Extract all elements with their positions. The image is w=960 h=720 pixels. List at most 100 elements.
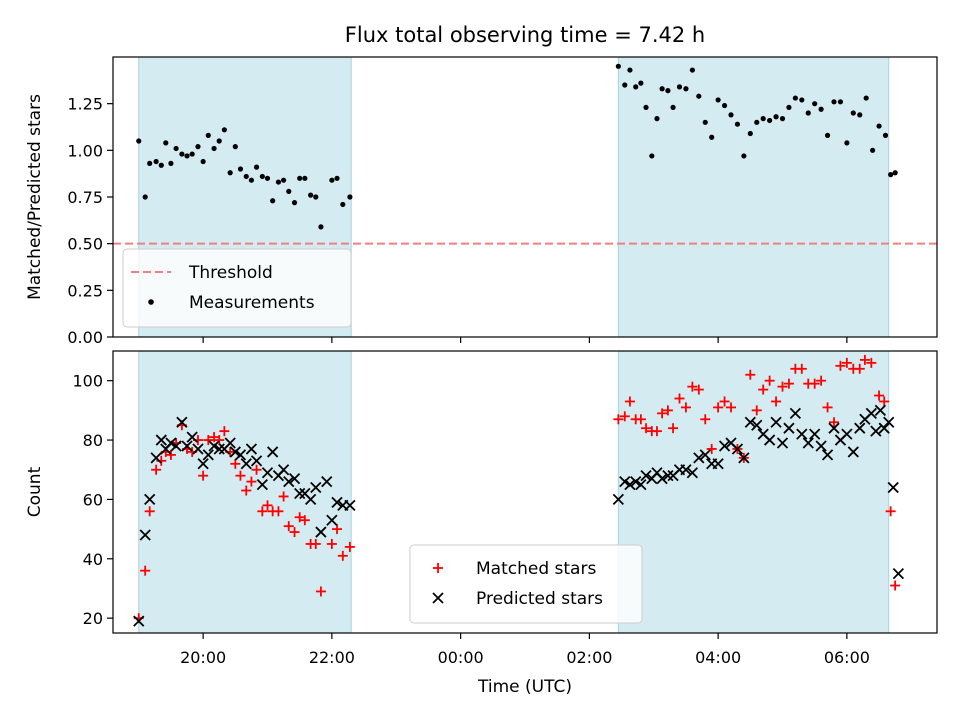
matched-star-point	[822, 402, 833, 413]
measurement-point	[792, 95, 798, 101]
y-tick-label: 0.00	[67, 328, 103, 347]
matched-star-point	[687, 381, 698, 392]
matched-star-point	[235, 470, 246, 481]
matched-star-point	[866, 357, 877, 368]
y-tick-label: 1.00	[67, 141, 103, 160]
measurement-point	[888, 172, 894, 178]
predicted-star-point	[731, 443, 744, 455]
predicted-star-point	[197, 458, 209, 470]
cross-b	[699, 449, 711, 461]
cross-b	[321, 475, 333, 488]
legend-box	[409, 544, 643, 624]
legend: Matched stars Predicted stars	[409, 544, 643, 624]
cross-b	[310, 481, 322, 494]
measurement-point	[670, 104, 676, 110]
matched-star-point	[859, 354, 870, 365]
cross-b	[870, 425, 882, 437]
cross-b	[763, 434, 776, 446]
matched-star-point	[835, 360, 846, 371]
predicted-star-point	[186, 431, 198, 443]
matched-star-point	[241, 485, 252, 496]
chart-title: Flux total observing time = 7.42 h	[345, 23, 705, 47]
measurement-point	[643, 104, 649, 110]
measurement-point	[876, 123, 882, 129]
cross-b	[656, 473, 668, 485]
cross-b	[874, 404, 886, 417]
measurement-point	[779, 116, 786, 122]
measurement-point	[302, 175, 308, 181]
measurement-point	[786, 104, 792, 110]
y-tick-label: 0.75	[67, 188, 103, 207]
x-tick-label: 04:00	[695, 648, 741, 667]
legend-box	[122, 248, 352, 328]
measurement-point	[291, 200, 298, 206]
cross-b	[744, 416, 756, 428]
matched-star-point	[662, 405, 673, 416]
matched-star-point	[641, 423, 652, 434]
predicted-star-point	[267, 446, 279, 458]
matched-star-point	[657, 408, 668, 419]
predicted-star-point	[883, 416, 895, 428]
predicted-star-point	[635, 478, 647, 491]
cross-b	[283, 475, 295, 488]
predicted-star-point	[234, 449, 247, 461]
measurement-point	[824, 132, 831, 138]
cross-b	[635, 478, 647, 491]
predicted-star-point	[283, 475, 295, 488]
matched-star-point	[713, 402, 724, 413]
predicted-star-point	[870, 425, 882, 437]
measurement-point	[173, 145, 179, 152]
predicted-star-point	[245, 443, 258, 455]
measurement-point	[163, 140, 169, 146]
measurement-point	[158, 162, 164, 168]
predicted-star-point	[640, 470, 652, 482]
cross-b	[693, 452, 705, 464]
predicted-star-point	[680, 464, 692, 476]
measurement-point	[702, 119, 708, 125]
cross-b	[630, 475, 642, 488]
cross-b	[224, 437, 236, 449]
matched-star-point	[890, 580, 901, 591]
measurement-point	[318, 224, 324, 230]
measurement-point	[665, 88, 671, 94]
y-axis-label: Matched/Predicted stars	[25, 94, 45, 300]
measurement-point	[837, 99, 844, 105]
measurement-point	[633, 84, 639, 90]
predicted-star-point	[796, 428, 808, 440]
measurement-point	[767, 117, 773, 124]
matched-star-point	[751, 405, 762, 416]
matched-star-point	[332, 524, 343, 535]
measurement-point	[622, 82, 628, 88]
measurement-point	[270, 198, 276, 204]
legend-measurement-swatch	[148, 299, 154, 305]
matched-star-point	[278, 491, 289, 502]
predicted-star-point	[847, 446, 859, 458]
legend-label: Predicted stars	[476, 589, 603, 609]
measurement-point	[195, 144, 201, 150]
matched-star-point	[635, 414, 646, 425]
matched-star-point	[203, 435, 214, 446]
measurement-point	[340, 201, 346, 208]
matched-star-point	[885, 506, 896, 517]
predicted-star-point	[344, 499, 356, 511]
y-tick-label: 100	[72, 372, 103, 391]
predicted-star-point	[261, 467, 274, 479]
x-tick-label: 20:00	[180, 648, 226, 667]
measurement-point	[308, 192, 314, 198]
cross-b	[176, 416, 188, 428]
predicted-star-point	[150, 452, 162, 464]
predicted-star-point	[874, 404, 886, 417]
measurement-point	[741, 153, 747, 159]
predicted-star-point	[315, 526, 327, 538]
cross-b	[865, 407, 877, 419]
count-panel: 20 40 60 80 100 20:00 22:00 00:00 02:00 04:00 06:0…	[25, 350, 938, 667]
matched-star-point	[809, 378, 820, 389]
cross-b	[828, 422, 840, 434]
predicted-star-point	[612, 493, 624, 506]
predicted-star-point	[155, 434, 167, 446]
predicted-star-point	[789, 407, 802, 419]
cross-b	[267, 446, 279, 458]
x-axis-label: Time (UTC)	[477, 677, 572, 697]
cross-b	[757, 428, 769, 440]
legend-label: Measurements	[189, 293, 315, 313]
